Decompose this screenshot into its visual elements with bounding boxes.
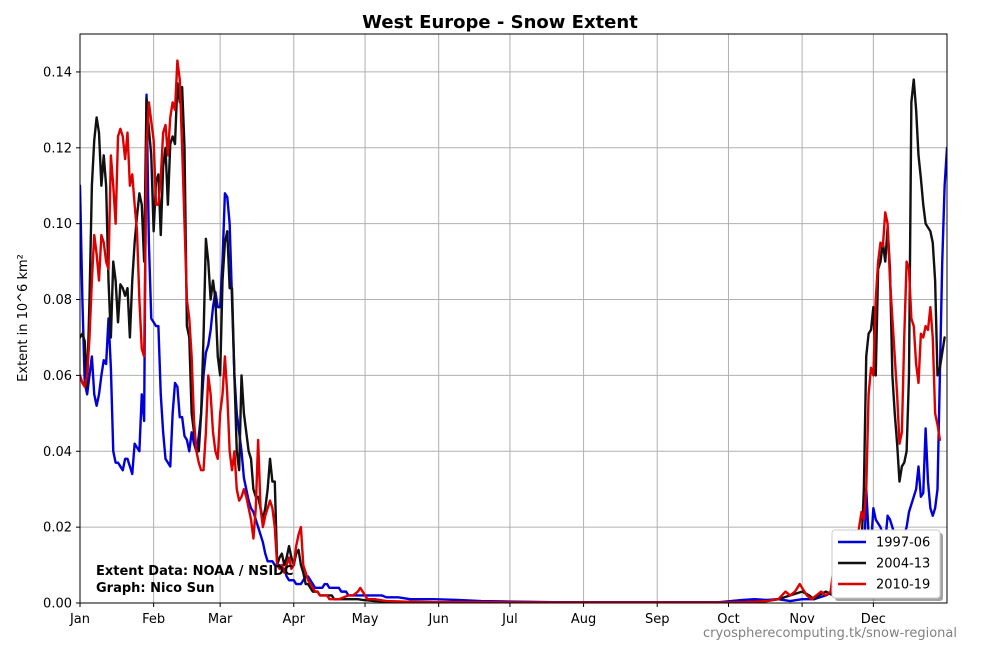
x-tick-label: Oct [717,612,739,627]
y-tick-label: 0.04 [43,445,72,460]
y-tick-label: 0.14 [43,65,72,80]
legend-entry: 2004-13 [876,557,930,572]
x-tick-label: May [352,612,379,627]
grid-lines [80,34,947,603]
x-tick-label: Jun [428,612,449,627]
x-tick-label: Feb [142,612,165,627]
series-line-2004-13 [80,78,946,603]
credit-data-source: Extent Data: NOAA / NSIDC [96,564,293,579]
y-tick-label: 0.00 [43,597,72,612]
x-tick-label: Sep [645,612,670,627]
legend: 1997-06 2004-13 2010-19 [831,529,943,601]
watermark-url: cryospherecomputing.tk/snow-regional [703,626,957,641]
series-layer [80,59,947,603]
y-axis-label: Extent in 10^6 km² [16,254,31,382]
x-axis: Jan Feb Mar Apr May Jun Jul Aug Sep Oct Nov Dec [69,603,886,627]
x-tick-label: Dec [861,612,886,627]
y-tick-label: 0.08 [43,293,72,308]
legend-entry: 1997-06 [876,536,930,551]
credit-author: Graph: Nico Sun [96,581,215,596]
y-tick-label: 0.10 [43,217,72,232]
legend-box [831,529,941,599]
x-tick-label: Jul [501,612,518,627]
y-tick-label: 0.12 [43,141,72,156]
y-tick-label: 0.06 [43,369,72,384]
x-tick-label: Jan [69,612,90,627]
x-tick-label: Nov [789,612,815,627]
series-line-2010-19 [80,59,942,603]
plot-frame [79,33,948,604]
y-tick-label: 0.02 [43,521,72,536]
series-line-1997-06 [80,93,947,603]
x-tick-label: Aug [571,612,596,627]
x-tick-label: Apr [283,612,306,627]
legend-entry: 2010-19 [876,578,930,593]
y-axis: 0.00 0.02 0.04 0.06 0.08 0.10 0.12 0.14 [43,65,80,612]
chart-title: West Europe - Snow Extent [362,12,638,33]
x-tick-label: Mar [208,612,233,627]
